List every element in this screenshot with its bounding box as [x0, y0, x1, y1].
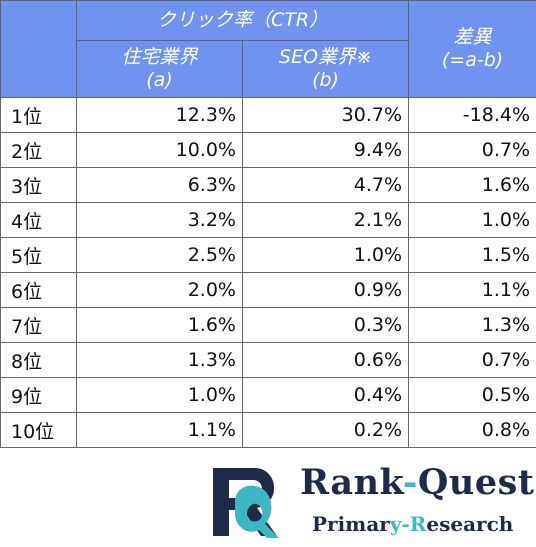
value-cell: 6.3% — [76, 167, 243, 203]
header-ctr: クリック率（CTR） — [75, 0, 410, 41]
value-cell: 1.1% — [76, 412, 243, 448]
table-row: 3位 6.3% 4.7% 1.6% — [0, 167, 536, 203]
logo-part: esearch — [426, 512, 514, 536]
logo-name: Rank-Quest — [300, 462, 534, 503]
header-a-line: (a) — [146, 69, 173, 91]
value-cell: 0.3% — [241, 307, 410, 343]
value-cell: 0.2% — [241, 412, 410, 448]
table-row: 9位 1.0% 0.4% 0.5% — [0, 377, 536, 413]
rank-cell: 4位 — [0, 202, 77, 238]
logo-part: Primar — [312, 512, 390, 536]
header-b-line: (b) — [312, 69, 339, 91]
corner-cell — [0, 0, 77, 98]
value-cell: 30.7% — [241, 97, 410, 133]
ctr-table: クリック率（CTR） 差異 (=a-b) 住宅業界 (a) SEO業界※ (b) 1位… — [0, 0, 536, 448]
value-cell: 0.9% — [241, 272, 410, 308]
value-cell: 1.6% — [408, 167, 536, 203]
table-row: 1位 12.3% 30.7% -18.4% — [0, 97, 536, 133]
header-b-line: SEO業界※ — [279, 46, 372, 68]
rank-cell: 3位 — [0, 167, 77, 203]
table-row: 8位 1.3% 0.6% 0.7% — [0, 342, 536, 378]
value-cell: 0.4% — [241, 377, 410, 413]
table-row: 10位 1.1% 0.2% 0.8% — [0, 412, 536, 448]
table-body: 1位 12.3% 30.7% -18.4% 2位 10.0% 9.4% 0.7% 3位 6.3% 4… — [0, 97, 536, 448]
logo-tagline: Primary-Research — [312, 512, 513, 536]
value-cell: 2.0% — [76, 272, 243, 308]
value-cell: 1.0% — [241, 237, 410, 273]
value-cell: 3.2% — [76, 202, 243, 238]
value-cell: 1.0% — [76, 377, 243, 413]
rank-cell: 7位 — [0, 307, 77, 343]
rank-cell: 6位 — [0, 272, 77, 308]
table-row: 6位 2.0% 0.9% 1.1% — [0, 272, 536, 308]
rank-cell: 2位 — [0, 132, 77, 168]
value-cell: 1.3% — [76, 342, 243, 378]
value-cell: 1.5% — [408, 237, 536, 273]
header-b: SEO業界※ (b) — [241, 40, 410, 98]
value-cell: 1.1% — [408, 272, 536, 308]
table-row: 7位 1.6% 0.3% 1.3% — [0, 307, 536, 343]
value-cell: 0.7% — [408, 342, 536, 378]
value-cell: 4.7% — [241, 167, 410, 203]
logo-icon — [213, 468, 279, 538]
rank-cell: 10位 — [0, 412, 77, 448]
value-cell: 2.1% — [241, 202, 410, 238]
logo-part: y-R — [389, 512, 427, 536]
value-cell: 0.6% — [241, 342, 410, 378]
value-cell: 0.8% — [408, 412, 536, 448]
table-row: 5位 2.5% 1.0% 1.5% — [0, 237, 536, 273]
value-cell: 2.5% — [76, 237, 243, 273]
header-a: 住宅業界 (a) — [76, 40, 243, 98]
header-diff-line: 差異 — [453, 26, 492, 48]
header-a-line: 住宅業界 — [121, 46, 198, 68]
logo-part: Quest — [417, 462, 535, 503]
value-cell: 1.3% — [408, 307, 536, 343]
rank-cell: 5位 — [0, 237, 77, 273]
rank-cell: 8位 — [0, 342, 77, 378]
value-cell: 9.4% — [241, 132, 410, 168]
value-cell: 0.7% — [408, 132, 536, 168]
value-cell: 0.5% — [408, 377, 536, 413]
value-cell: 1.0% — [408, 202, 536, 238]
logo-part: Rank — [300, 462, 403, 503]
rank-cell: 9位 — [0, 377, 77, 413]
header-diff-line: (=a-b) — [441, 49, 504, 71]
logo-part: - — [402, 462, 418, 503]
table-row: 2位 10.0% 9.4% 0.7% — [0, 132, 536, 168]
value-cell: 12.3% — [76, 97, 243, 133]
value-cell: 1.6% — [76, 307, 243, 343]
table-row: 4位 3.2% 2.1% 1.0% — [0, 202, 536, 238]
header-diff: 差異 (=a-b) — [408, 0, 536, 98]
value-cell: -18.4% — [408, 97, 536, 133]
value-cell: 10.0% — [76, 132, 243, 168]
rank-cell: 1位 — [0, 97, 77, 133]
